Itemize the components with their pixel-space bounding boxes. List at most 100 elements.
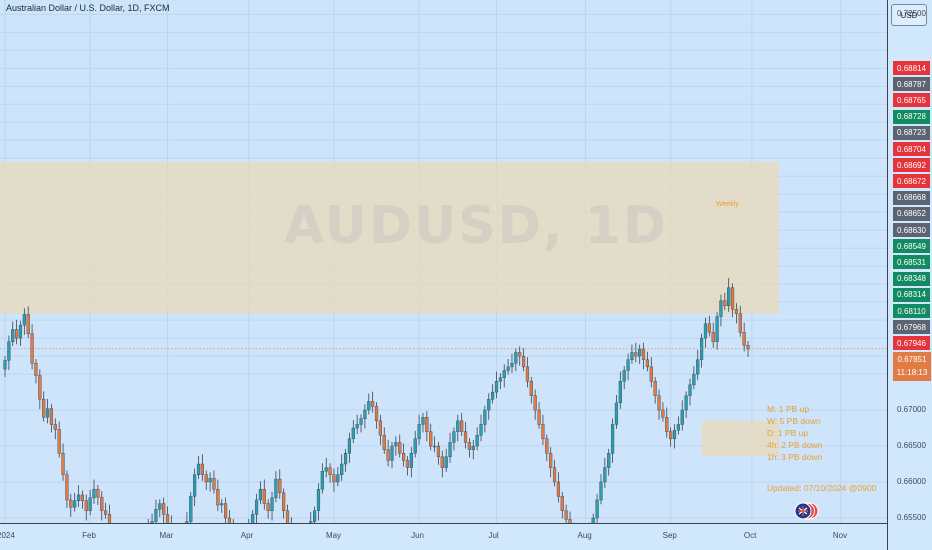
candle-body: [57, 429, 61, 454]
candle-body: [444, 456, 448, 468]
candle-body: [208, 478, 212, 483]
candle-body: [165, 514, 170, 523]
time-tick-label: Jul: [488, 531, 499, 540]
candle-body: [552, 467, 557, 483]
candle-body: [618, 381, 622, 404]
last-price-tag: 0.67851 11:18:13: [893, 352, 931, 381]
candle-body: [440, 456, 444, 468]
candle-body: [591, 517, 595, 523]
price-tag: 0.67946: [893, 336, 930, 351]
candle-body: [61, 453, 65, 476]
candle-body: [38, 375, 42, 400]
candle-body: [641, 348, 646, 360]
currency-flag-icon[interactable]: [794, 501, 820, 521]
price-tag: 0.68348: [893, 271, 930, 286]
candle-body: [746, 345, 750, 350]
candle-body: [96, 488, 100, 498]
candle-body: [688, 384, 692, 396]
candle-body: [525, 366, 530, 382]
candle-body: [645, 359, 650, 368]
candle-body: [104, 510, 108, 515]
candle-body: [390, 445, 394, 461]
candle-body: [282, 492, 286, 511]
candle-body: [518, 352, 522, 357]
candle-body: [595, 499, 599, 519]
plot-area[interactable]: Australian Dollar / U.S. Dollar, 1D, FXC…: [0, 0, 887, 523]
candle-body: [34, 363, 38, 376]
time-tick-label: Feb: [82, 531, 96, 540]
candle-body: [251, 514, 255, 523]
candle-body: [529, 381, 533, 396]
price-tag: 0.68549: [893, 239, 930, 254]
candle-body: [460, 420, 464, 432]
candle-body: [730, 287, 735, 310]
candle-body: [475, 435, 479, 447]
candle-body: [541, 424, 545, 440]
candle-body: [262, 488, 266, 504]
candle-body: [607, 453, 611, 468]
price-tick-label: 0.66000: [897, 476, 926, 486]
candle-body: [413, 438, 417, 454]
candle-body: [537, 409, 541, 425]
candle-body: [568, 519, 572, 523]
candle-body: [545, 438, 549, 454]
candle-body: [603, 467, 607, 483]
candle-body: [491, 391, 495, 400]
candle-body: [684, 395, 688, 411]
candle-body: [649, 366, 653, 382]
price-tag: 0.68723: [893, 125, 930, 140]
candle-body: [200, 463, 204, 476]
candle-body: [69, 499, 73, 508]
candle-body: [107, 514, 112, 523]
candle-body: [429, 431, 433, 447]
candle-body: [614, 402, 619, 425]
candle-body: [425, 417, 429, 432]
candle-body: [367, 401, 371, 411]
candle-body: [498, 377, 502, 382]
price-tag: 0.68672: [893, 174, 930, 189]
candle-body: [189, 496, 193, 522]
candle-body: [521, 355, 526, 368]
candle-body: [669, 431, 673, 440]
candle-body: [622, 370, 626, 382]
candle-body: [734, 309, 739, 314]
time-axis[interactable]: [0, 523, 887, 550]
bar-countdown: 11:18:13: [896, 368, 928, 377]
currency-button[interactable]: USD: [891, 4, 927, 26]
price-tag: 0.68814: [893, 61, 930, 75]
candle-body: [510, 363, 514, 368]
candle-body: [100, 496, 104, 511]
candle-body: [26, 314, 30, 334]
candle-body: [402, 453, 406, 461]
candle-body: [398, 442, 402, 454]
candle-body: [386, 449, 390, 461]
candle-body: [343, 453, 348, 465]
candle-body: [185, 521, 189, 523]
candle-body: [378, 420, 382, 436]
candle-body: [634, 352, 638, 357]
candle-body: [676, 424, 680, 431]
candle-body: [42, 399, 46, 418]
candle-body: [274, 478, 278, 499]
last-price-value: 0.67851: [897, 355, 927, 364]
candle-body: [661, 409, 665, 418]
zone-weekly: [0, 161, 779, 314]
candle-body: [73, 500, 77, 508]
time-tick-label: Sep: [662, 531, 677, 540]
updated-timestamp: Updated: 07/10/2024 @0900: [767, 483, 877, 493]
candle-body: [374, 406, 379, 422]
candle-body: [355, 424, 359, 429]
candle-body: [630, 352, 634, 360]
candle-body: [258, 488, 263, 501]
candle-body: [316, 488, 321, 511]
bias-line-weekly: W: 5 PB down: [767, 416, 821, 427]
price-tag: 0.68668: [893, 190, 930, 205]
candle-body: [549, 453, 553, 468]
candle-body: [506, 366, 510, 371]
candle-body: [332, 474, 336, 483]
candle-body: [320, 471, 324, 490]
chart-canvas: [0, 0, 887, 523]
candle-body: [703, 323, 708, 339]
candle-body: [162, 503, 166, 515]
price-tick-label: 0.72500: [897, 9, 926, 19]
